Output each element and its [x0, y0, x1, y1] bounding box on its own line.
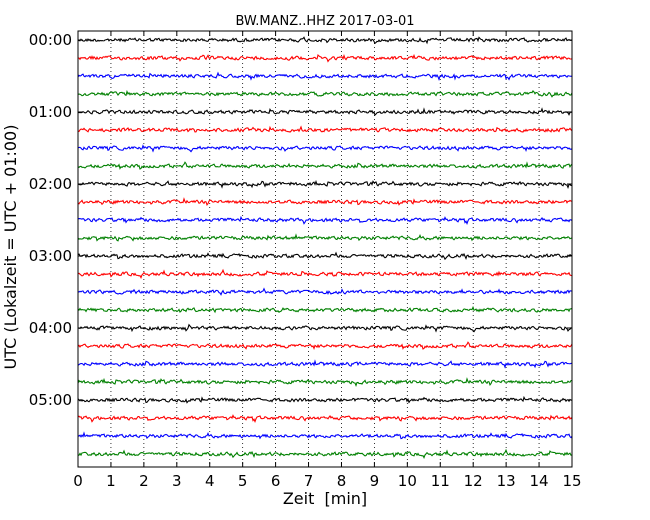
y-tick-label: 04:00 — [29, 319, 72, 337]
x-tick-label: 0 — [73, 472, 83, 490]
x-tick-label: 12 — [464, 472, 483, 490]
y-tick-label: 02:00 — [29, 175, 72, 193]
seismogram-traces — [77, 36, 573, 459]
x-tick-label: 3 — [172, 472, 182, 490]
trace-line — [77, 53, 573, 63]
x-axis: 0 1 2 3 4 5 6 7 8 9 10 11 12 13 14 15 — [73, 31, 582, 490]
x-tick-label: 1 — [106, 472, 116, 490]
trace-line — [77, 36, 573, 45]
trace-line — [77, 414, 573, 424]
y-tick-label: 03:00 — [29, 247, 72, 265]
x-tick-label: 8 — [337, 472, 347, 490]
y-axis-label: UTC (Lokalzeit = UTC + 01:00) — [1, 125, 20, 370]
trace-line — [77, 179, 573, 190]
y-axis: 00:00 01:00 02:00 03:00 04:00 05:00 — [29, 31, 572, 409]
y-tick-label: 05:00 — [29, 391, 72, 409]
trace-line — [77, 107, 573, 116]
trace-line — [77, 71, 573, 82]
chart-title: BW.MANZ..HHZ 2017-03-01 — [235, 14, 414, 29]
trace-line — [77, 197, 573, 207]
trace-line — [77, 377, 573, 388]
x-tick-label: 13 — [497, 472, 516, 490]
x-tick-label: 5 — [238, 472, 248, 490]
trace-line — [77, 233, 573, 242]
trace-line — [77, 215, 573, 226]
x-tick-label: 9 — [370, 472, 380, 490]
x-tick-label: 7 — [304, 472, 314, 490]
trace-line — [77, 144, 573, 153]
trace-line — [77, 161, 573, 170]
trace-line — [77, 268, 573, 279]
x-tick-label: 4 — [205, 472, 215, 490]
y-tick-label: 01:00 — [29, 103, 72, 121]
x-tick-label: 11 — [431, 472, 450, 490]
trace-line — [77, 341, 573, 350]
trace-line — [77, 287, 573, 296]
y-tick-label: 00:00 — [29, 31, 72, 49]
trace-line — [77, 431, 573, 440]
trace-line — [77, 359, 573, 369]
x-tick-label: 10 — [398, 472, 417, 490]
grid-lines — [110, 31, 540, 467]
x-axis-label: Zeit [min] — [283, 489, 367, 508]
trace-line — [77, 448, 573, 459]
trace-line — [77, 305, 573, 314]
plot-frame — [77, 30, 573, 468]
x-tick-label: 14 — [530, 472, 549, 490]
trace-line — [77, 125, 573, 133]
trace-line — [77, 395, 573, 404]
x-tick-label: 2 — [139, 472, 149, 490]
x-tick-label: 6 — [271, 472, 281, 490]
trace-line — [77, 251, 573, 261]
x-tick-label: 15 — [562, 472, 581, 490]
trace-line — [77, 323, 573, 333]
trace-line — [77, 89, 573, 98]
